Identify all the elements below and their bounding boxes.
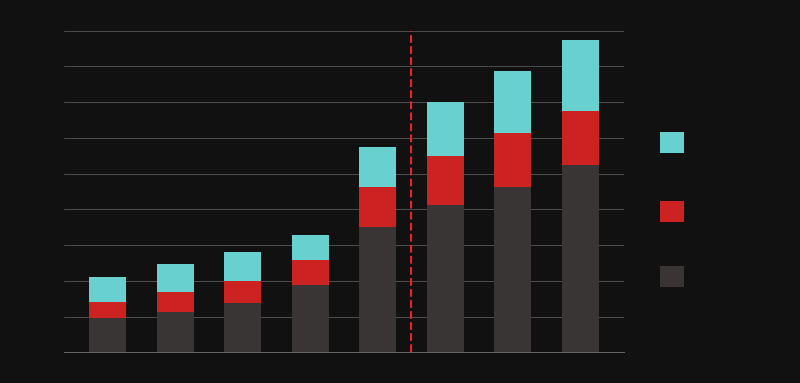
Bar bbox=[90, 277, 126, 302]
Bar bbox=[426, 156, 464, 205]
Bar bbox=[494, 187, 531, 352]
Bar bbox=[292, 235, 329, 260]
Bar bbox=[562, 39, 598, 111]
Bar bbox=[426, 102, 464, 156]
Bar bbox=[224, 303, 262, 352]
Bar bbox=[359, 147, 396, 187]
Bar bbox=[157, 293, 194, 312]
Bar bbox=[224, 281, 262, 303]
Bar bbox=[224, 252, 262, 281]
Bar bbox=[494, 133, 531, 187]
Bar bbox=[359, 187, 396, 227]
Bar bbox=[292, 260, 329, 285]
Bar bbox=[359, 227, 396, 352]
Bar bbox=[157, 312, 194, 352]
Bar bbox=[562, 111, 598, 165]
Bar bbox=[157, 264, 194, 293]
Bar bbox=[292, 285, 329, 352]
Bar bbox=[426, 205, 464, 352]
Bar bbox=[562, 165, 598, 352]
Bar bbox=[90, 318, 126, 352]
Bar bbox=[494, 71, 531, 133]
Bar bbox=[90, 302, 126, 318]
